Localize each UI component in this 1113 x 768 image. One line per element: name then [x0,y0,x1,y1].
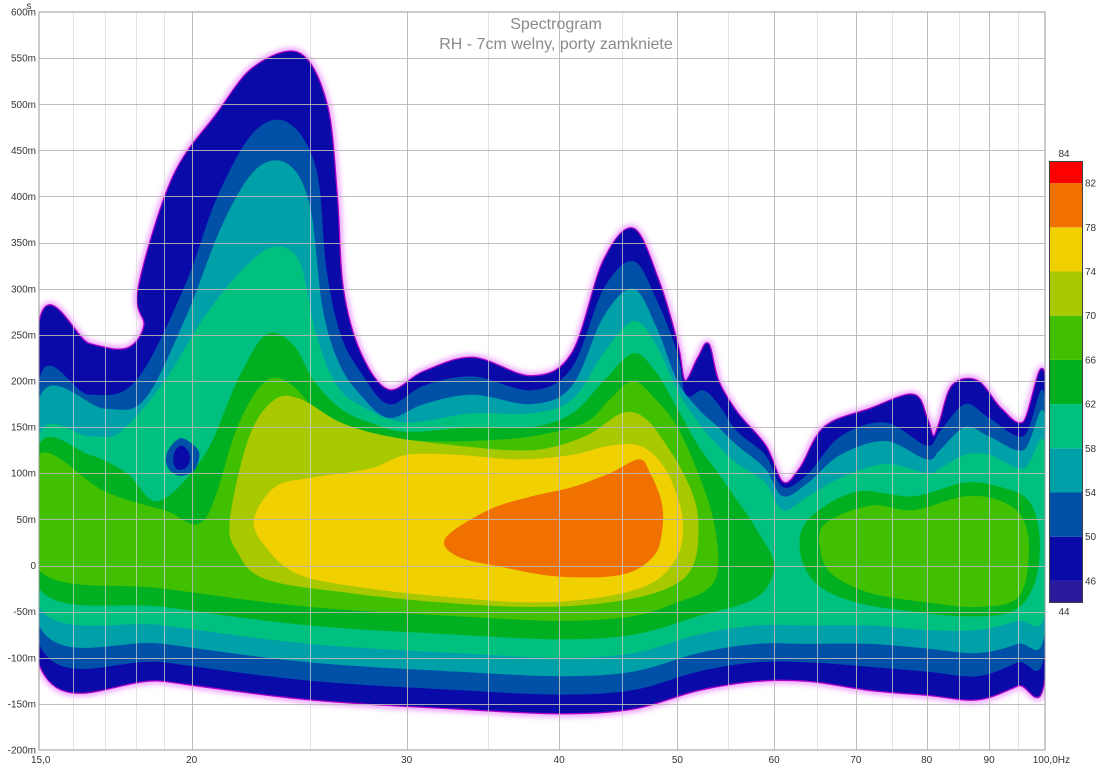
colorbar-band [1049,315,1083,360]
colorbar-label: 50 [1085,532,1097,543]
colorbar-band [1049,404,1083,449]
x-tick-label: 60 [769,755,781,766]
colorbar-band [1049,271,1083,316]
y-unit-label: s [27,1,32,12]
colorbar-band [1049,448,1083,493]
contour-level-66 [819,495,1030,608]
colorbar-label: 82 [1085,179,1097,190]
y-tick-label: 100m [11,469,36,480]
y-tick-label: 550m [11,54,36,65]
contour-level-78 [443,459,664,578]
x-tick-label: 40 [554,755,566,766]
chart-title: Spectrogram [510,16,602,33]
y-tick-label: -150m [8,699,36,710]
colorbar-label: 78 [1085,223,1097,234]
grid [39,12,1045,750]
colorbar-label: 74 [1085,267,1097,278]
x-tick-label: 80 [921,755,933,766]
y-tick-label: 250m [11,330,36,341]
colorbar-frame [1049,161,1083,603]
x-tick-label: 20 [186,755,198,766]
x-tick-label: 50 [672,755,684,766]
x-tick-label: 90 [984,755,996,766]
colorbar: 84 82 78 74 70 66 62 58 54 50 46 44 [1049,149,1097,618]
y-tick-label: 400m [11,192,36,203]
colorbar-band [1049,161,1083,184]
colorbar-label: 84 [1058,149,1070,160]
plot-frame [38,11,1046,751]
y-tick-label: 500m [11,100,36,111]
y-tick-label: 300m [11,284,36,295]
y-tick-label: 50m [17,515,36,526]
colorbar-label: 44 [1058,607,1070,618]
x-tick-label: 70 [850,755,862,766]
colorbar-label: 54 [1085,488,1097,499]
colorbar-label: 62 [1085,400,1097,411]
y-tick-label: -100m [8,653,36,664]
x-tick-label: 30 [401,755,413,766]
y-tick-label: -50m [13,607,36,618]
y-tick-label: 0 [30,561,36,572]
colorbar-label: 70 [1085,311,1097,322]
x-tick-label: 100,0Hz [1033,755,1070,766]
y-tick-label: 600m [11,8,36,19]
x-tick-label: 15,0 [31,755,51,766]
y-tick-label: 350m [11,238,36,249]
y-tick-label: -200m [8,746,36,757]
contour-level-46 [173,445,191,470]
y-tick-label: 150m [11,423,36,434]
y-tick-label: 200m [11,377,36,388]
colorbar-label: 58 [1085,444,1097,455]
colorbar-band [1049,183,1083,228]
colorbar-label: 66 [1085,355,1097,366]
colorbar-band [1049,492,1083,537]
colorbar-band [1049,536,1083,581]
colorbar-band [1049,359,1083,405]
colorbar-label: 46 [1085,576,1097,587]
x-axis: 15,0 20 30 40 50 60 70 80 90 100,0Hz [31,755,1070,766]
colorbar-band [1049,580,1083,603]
contour-layer [39,48,1045,717]
chart-subtitle: RH - 7cm welny, porty zamkniete [439,36,673,53]
colorbar-band [1049,227,1083,272]
y-axis: 600m 550m 500m 450m 400m 350m 300m 250m 200m 150m… [8,8,37,757]
y-tick-label: 450m [11,146,36,157]
